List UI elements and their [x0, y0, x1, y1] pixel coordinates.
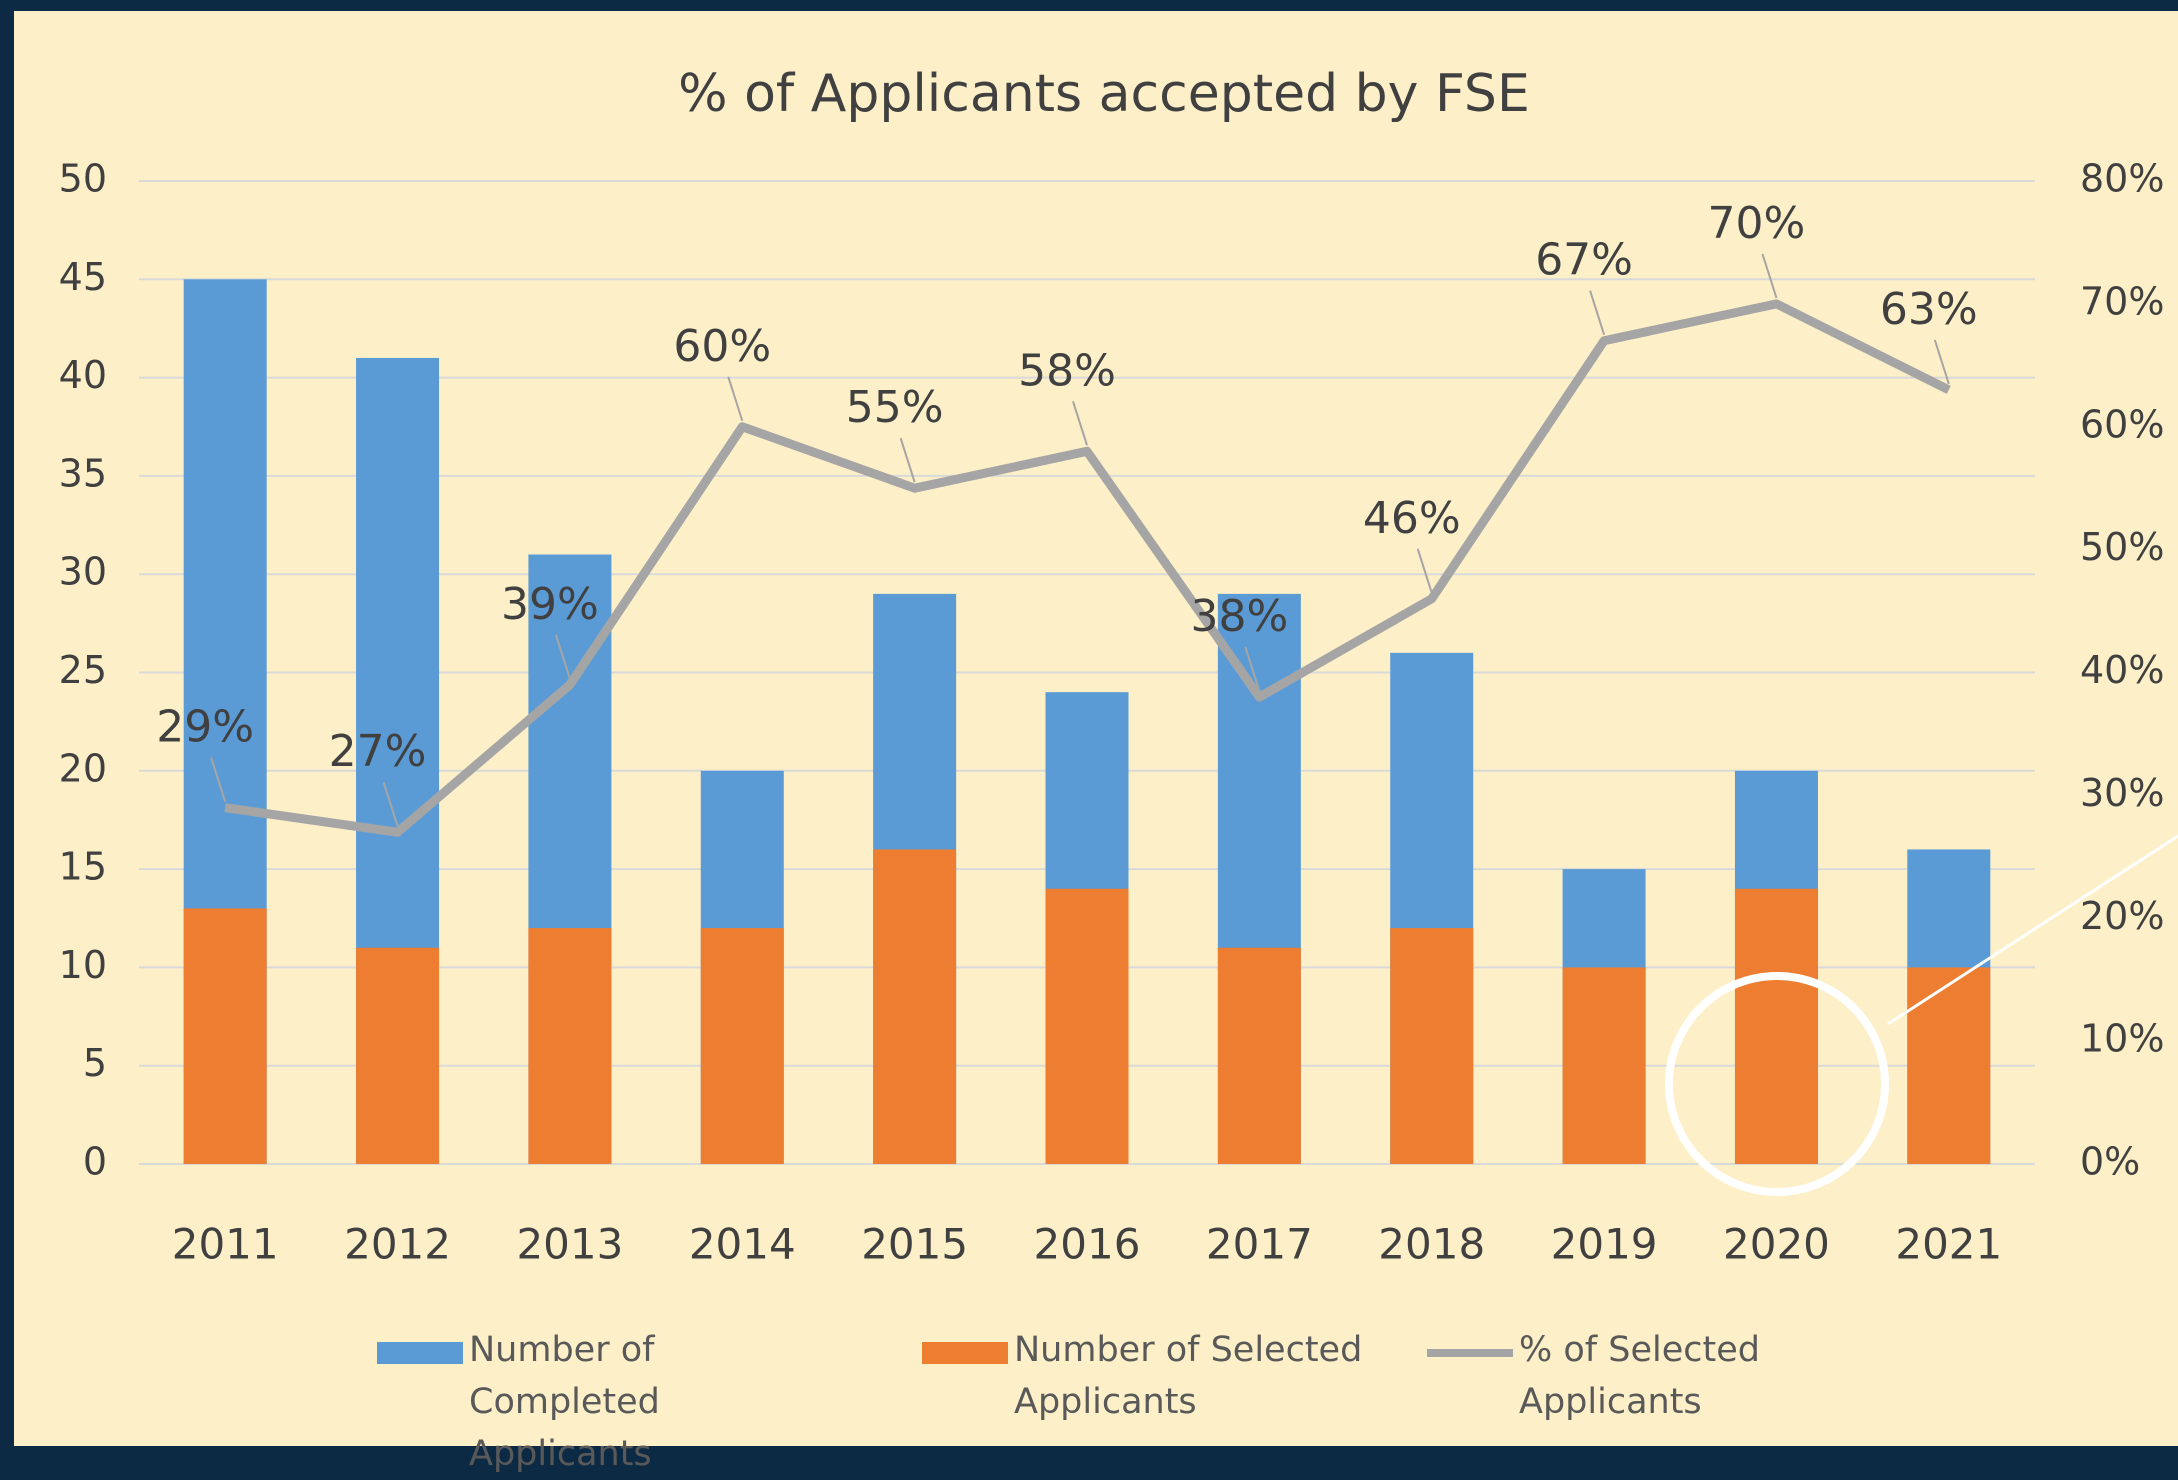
bar — [1907, 967, 1991, 1164]
bar — [356, 947, 440, 1164]
legend: Number of Completed Applicants Number of … — [14, 1324, 2178, 1474]
data-label: 46% — [1363, 493, 1461, 544]
bar — [1390, 928, 1474, 1164]
bar — [1734, 888, 1818, 1164]
highlight-circle — [1665, 972, 1889, 1196]
leader-line — [1589, 290, 1606, 336]
leader-line — [1933, 339, 1950, 385]
y-tick-label: 30 — [59, 550, 107, 594]
data-label: 39% — [501, 579, 599, 630]
y2-tick-label: 60% — [2080, 402, 2164, 446]
x-tick-label: 2020 — [1723, 1220, 1830, 1269]
data-label: 60% — [673, 321, 771, 372]
legend-swatch — [377, 1342, 463, 1364]
y2-tick-label: 30% — [2080, 771, 2164, 815]
bar — [1045, 888, 1129, 1164]
x-tick-label: 2011 — [172, 1220, 279, 1269]
data-label: 63% — [1880, 284, 1978, 335]
y-tick-label: 50 — [59, 157, 107, 201]
legend-item: % of Selected Applicants — [1427, 1324, 1899, 1428]
y-tick-label: 0 — [83, 1140, 107, 1184]
x-tick-label: 2013 — [516, 1220, 623, 1269]
leader-line — [210, 757, 227, 802]
bar — [183, 908, 267, 1164]
y2-tick-label: 50% — [2080, 525, 2164, 569]
legend-label: Number of Completed Applicants — [469, 1330, 660, 1474]
leader-line — [554, 634, 571, 680]
y-tick-label: 20 — [59, 746, 107, 790]
page: % of Applicants accepted by FSE 0 5 10 15 20… — [14, 11, 2178, 1474]
y-tick-label: 10 — [59, 943, 107, 987]
chart: % of Applicants accepted by FSE 0 5 10 15 20… — [59, 64, 2178, 1269]
y2-tick-label: 40% — [2080, 648, 2164, 692]
x-tick-label: 2018 — [1378, 1220, 1485, 1269]
y-tick-label: 5 — [83, 1041, 107, 1085]
bar — [1562, 967, 1646, 1164]
x-tick-label: 2014 — [689, 1220, 796, 1269]
chart-panel: % of Applicants accepted by FSE 0 5 10 15 20… — [14, 11, 2178, 1474]
y2-tick-label: 20% — [2080, 894, 2164, 938]
leader-line — [382, 781, 399, 827]
y-tick-label: 35 — [59, 451, 107, 495]
data-label: 67% — [1535, 235, 1633, 286]
data-label: 58% — [1018, 345, 1116, 396]
y-tick-label: 25 — [59, 648, 107, 692]
annotation-line — [1887, 834, 2178, 1026]
legend-item: Number of Selected Applicants — [922, 1324, 1394, 1428]
y-tick-label: 40 — [59, 353, 107, 397]
data-label: 27% — [329, 726, 427, 777]
bar — [873, 849, 957, 1164]
x-tick-label: 2021 — [1895, 1220, 2002, 1269]
leader-line — [1072, 401, 1088, 446]
y2-tick-label: 80% — [2080, 157, 2164, 201]
x-tick-label: 2017 — [1206, 1220, 1313, 1269]
y2-tick-label: 10% — [2080, 1017, 2164, 1061]
bar — [700, 928, 784, 1164]
legend-swatch — [922, 1342, 1008, 1364]
x-tick-label: 2016 — [1034, 1220, 1141, 1269]
legend-label: Number of Selected Applicants — [1014, 1330, 1363, 1422]
y-tick-label: 45 — [59, 255, 107, 299]
legend-label: % of Selected Applicants — [1519, 1330, 1760, 1422]
leader-line — [899, 437, 916, 483]
leader-line — [1761, 253, 1778, 299]
leader-line — [1244, 646, 1261, 692]
data-label: 70% — [1708, 198, 1806, 249]
leader-line — [727, 376, 744, 422]
y2-tick-label: 0% — [2080, 1140, 2140, 1184]
y2-tick-label: 70% — [2080, 279, 2164, 323]
data-label: 55% — [846, 382, 944, 433]
y-tick-label: 15 — [59, 845, 107, 889]
line — [224, 299, 1951, 837]
bar — [528, 928, 612, 1164]
bar — [1217, 947, 1301, 1164]
data-label: 38% — [1190, 591, 1288, 642]
chart-title: % of Applicants accepted by FSE — [678, 64, 1530, 124]
leader-line — [1416, 548, 1433, 594]
x-tick-label: 2019 — [1551, 1220, 1658, 1269]
x-tick-label: 2012 — [344, 1220, 451, 1269]
x-tick-label: 2015 — [861, 1220, 968, 1269]
legend-swatch — [1427, 1349, 1513, 1357]
legend-item: Number of Completed Applicants — [377, 1324, 849, 1480]
data-label: 29% — [156, 702, 254, 753]
